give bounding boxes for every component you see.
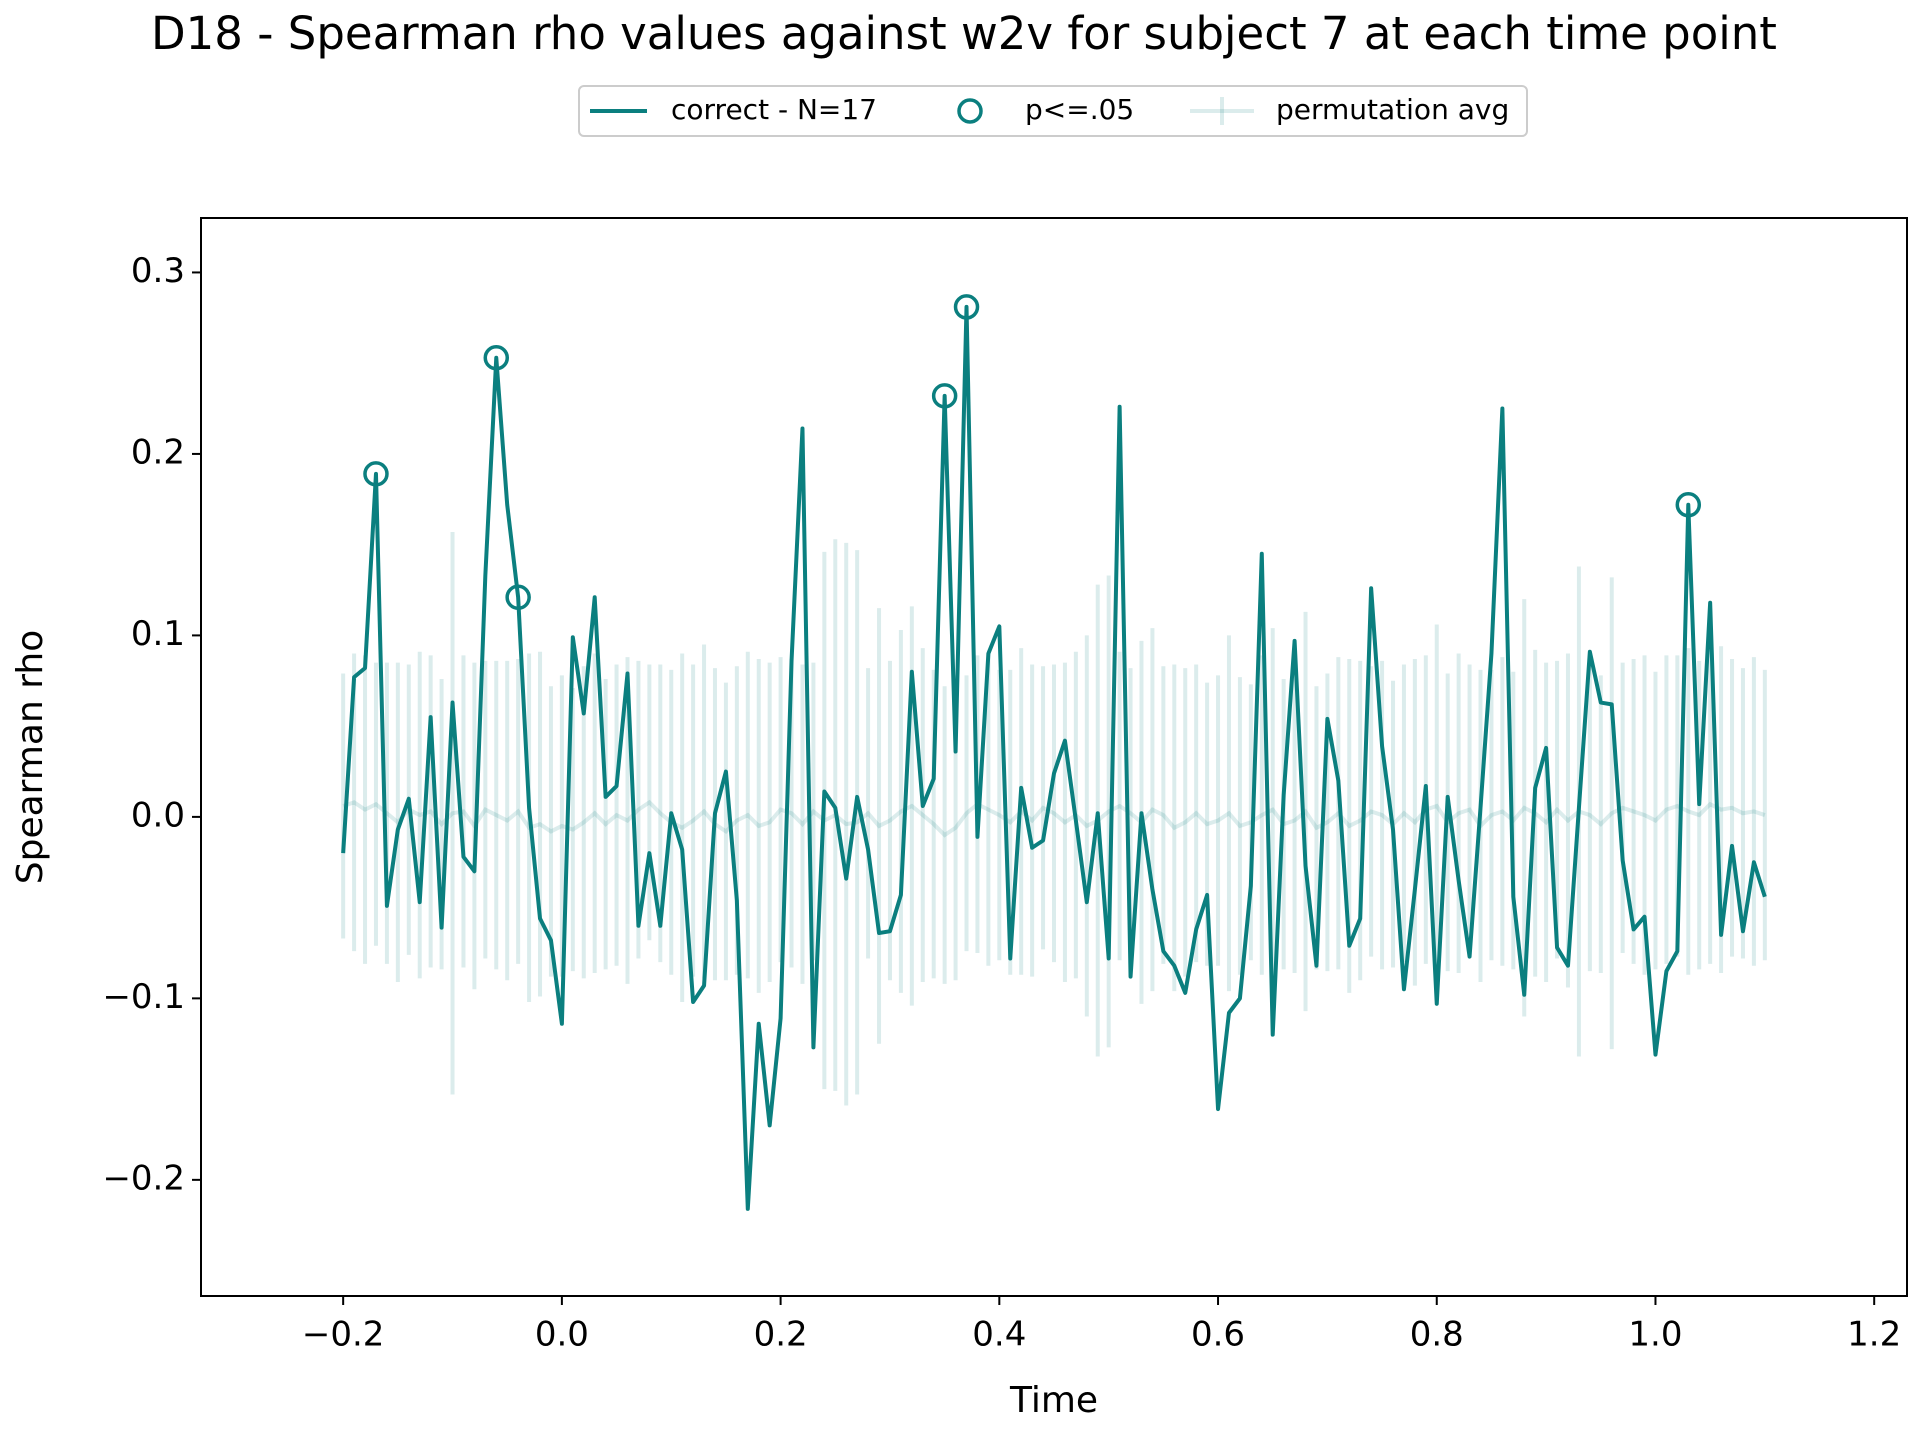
significance-marker xyxy=(953,294,980,320)
permutation-line xyxy=(342,799,1766,838)
y-tick-label: 0.3 xyxy=(131,251,185,291)
legend-label: correct - N=17 xyxy=(671,93,877,126)
legend-label: p<=.05 xyxy=(1025,93,1134,126)
plot-area xyxy=(341,294,1767,1211)
significance-marker xyxy=(505,584,531,611)
legend-box xyxy=(578,85,1528,137)
y-tick-label: 0.0 xyxy=(131,795,185,835)
legend-label: permutation avg xyxy=(1276,93,1509,126)
y-tick-label: 0.1 xyxy=(131,614,185,654)
x-tick-label: 1.0 xyxy=(1628,1315,1682,1355)
significance-marker xyxy=(1675,491,1702,518)
y-tick-label: 0.2 xyxy=(131,432,185,472)
x-tick-label: 0.0 xyxy=(535,1315,589,1355)
x-tick-label: 0.6 xyxy=(1191,1315,1245,1355)
legend-marker xyxy=(957,98,983,124)
chart-title: D18 - Spearman rho values against w2v fo… xyxy=(151,7,1777,60)
y-axis-label: Spearman rho xyxy=(10,630,51,884)
x-tick-label: 0.4 xyxy=(972,1315,1026,1355)
x-tick-label: 0.2 xyxy=(754,1315,808,1355)
significance-marker xyxy=(931,383,958,409)
significance-marker xyxy=(363,461,389,487)
y-tick-label: −0.2 xyxy=(102,1158,185,1198)
y-tick-label: −0.1 xyxy=(102,977,185,1017)
x-tick-label: −0.2 xyxy=(302,1315,385,1355)
x-tick-label: 0.8 xyxy=(1410,1315,1464,1355)
x-axis-label: Time xyxy=(1009,1380,1098,1421)
data-line xyxy=(341,304,1767,1211)
axes-frame xyxy=(200,217,1908,1297)
significance-marker xyxy=(483,344,510,371)
x-tick-label: 1.2 xyxy=(1847,1315,1901,1355)
